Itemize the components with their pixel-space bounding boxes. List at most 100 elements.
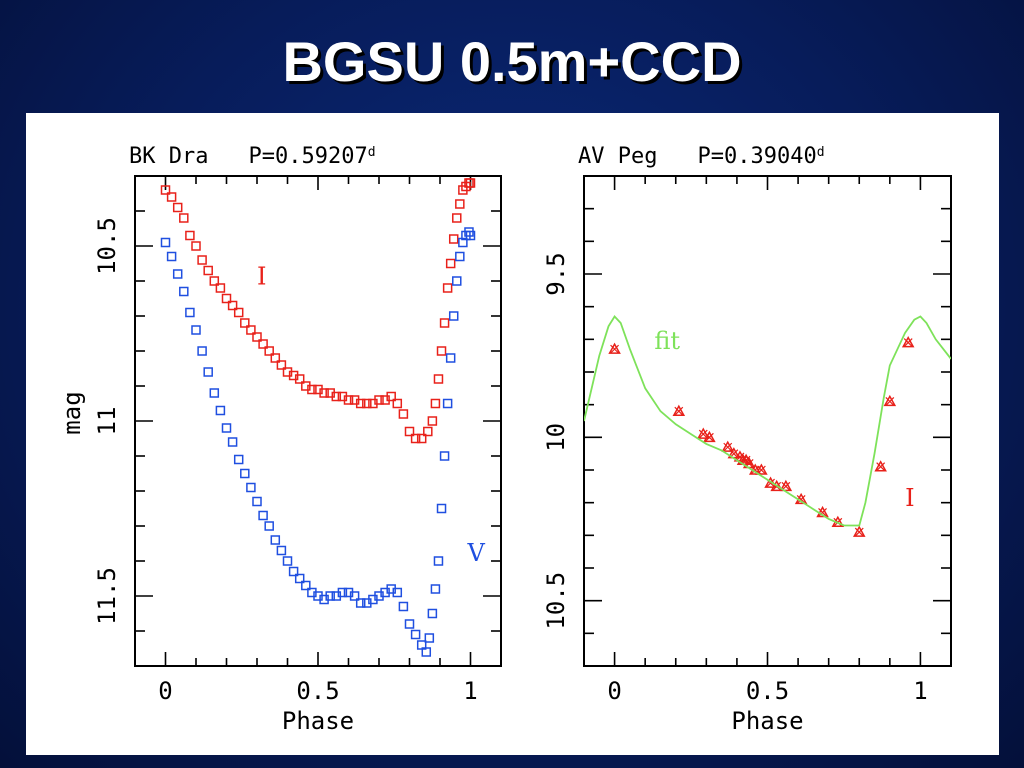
x-tick-label: 1 xyxy=(463,677,477,705)
data-point-i xyxy=(294,374,305,384)
data-point-i xyxy=(227,300,238,311)
data-point-i xyxy=(448,234,459,244)
data-point-v xyxy=(221,423,232,433)
data-point-i xyxy=(191,241,201,251)
data-point-v xyxy=(439,451,450,461)
data-point-v xyxy=(270,535,281,545)
data-point-i xyxy=(185,230,195,241)
data-point-cross xyxy=(854,527,864,537)
series-group xyxy=(160,178,476,657)
data-point-i xyxy=(233,307,244,318)
fit-line xyxy=(584,315,951,527)
data-point-i xyxy=(264,346,274,356)
data-point-i xyxy=(392,398,403,409)
data-point-triangle xyxy=(703,430,716,443)
data-point-v xyxy=(240,468,250,479)
x-tick-label: 0.5 xyxy=(296,677,339,705)
data-point-v xyxy=(264,521,274,531)
y-tick-label: 10.5 xyxy=(542,572,570,630)
data-point-i xyxy=(465,178,476,188)
data-point-v xyxy=(197,346,207,356)
data-point-v xyxy=(227,437,238,447)
x-tick-label: 0 xyxy=(158,677,172,705)
x-tick-label: 0 xyxy=(607,677,621,705)
data-point-triangle xyxy=(874,460,887,472)
data-point-i xyxy=(343,395,354,405)
data-point-i xyxy=(197,255,207,265)
data-point-cross xyxy=(674,406,684,416)
data-point-i xyxy=(423,426,433,437)
data-point-i xyxy=(240,318,250,328)
data-point-i xyxy=(398,409,409,419)
data-point-v xyxy=(410,629,421,640)
data-point-v xyxy=(233,454,244,465)
data-point-v xyxy=(349,591,360,601)
data-point-i xyxy=(209,276,220,286)
series-group xyxy=(584,315,951,537)
title-superscript: d xyxy=(368,145,376,160)
data-point-v xyxy=(465,230,476,241)
data-point-triangle xyxy=(672,404,686,416)
series-label-i: I xyxy=(257,263,266,291)
y-tick-label: 11 xyxy=(93,407,121,436)
data-point-v xyxy=(448,311,459,321)
plot-frame xyxy=(583,175,952,667)
data-point-i xyxy=(252,332,262,342)
data-point-i xyxy=(258,339,268,349)
x-axis-label: Phase xyxy=(282,707,354,735)
data-point-i xyxy=(172,202,183,213)
data-point-v xyxy=(258,510,268,521)
title-period: P=0.59207 xyxy=(248,144,367,169)
data-point-cross xyxy=(903,338,913,348)
data-point-i xyxy=(386,391,396,402)
title-star: AV Peg xyxy=(578,144,657,169)
data-point-i xyxy=(404,426,415,437)
data-point-v xyxy=(337,587,348,598)
data-point-triangle xyxy=(755,463,768,475)
data-point-cross xyxy=(756,465,766,475)
data-point-i xyxy=(452,213,462,223)
data-point-v xyxy=(325,591,335,601)
data-point-i xyxy=(355,398,366,409)
data-point-v xyxy=(185,307,195,318)
data-point-v xyxy=(252,496,262,507)
data-point-v xyxy=(215,405,226,416)
data-point-v xyxy=(421,647,432,657)
data-point-v xyxy=(452,276,462,286)
series-label-v: V xyxy=(466,539,485,567)
data-point-i xyxy=(166,192,177,202)
series-label-fit: fit xyxy=(654,327,680,355)
y-tick-label: 10.5 xyxy=(93,217,121,275)
data-point-v xyxy=(442,398,453,409)
data-point-v xyxy=(288,566,299,577)
data-point-cross xyxy=(876,462,886,472)
data-point-v xyxy=(166,251,177,262)
panel-title: AV Peg P=0.39040d xyxy=(578,144,825,169)
data-point-v xyxy=(392,587,403,598)
data-point-i xyxy=(276,360,287,370)
data-point-i xyxy=(179,213,189,223)
x-tick-label: 0.5 xyxy=(746,677,789,705)
data-point-i xyxy=(439,318,450,328)
data-point-i xyxy=(436,346,447,356)
data-point-triangle xyxy=(721,440,735,452)
data-point-v xyxy=(445,353,456,363)
data-point-cross xyxy=(610,344,620,354)
data-point-i xyxy=(410,433,421,444)
data-point-v xyxy=(276,545,287,556)
x-axis-label: Phase xyxy=(731,707,803,735)
data-point-v xyxy=(172,269,183,279)
data-point-v xyxy=(301,580,311,591)
data-point-i xyxy=(270,353,281,363)
data-point-i xyxy=(455,199,465,209)
chart-0: 0 0.5 1 10.5 11 11.5 Phase mag BK Dra P=0.59207d I… xyxy=(58,144,502,735)
data-point-v xyxy=(455,251,465,262)
data-point-triangle xyxy=(779,479,793,492)
title-superscript: d xyxy=(817,145,825,160)
x-tick-label: 1 xyxy=(913,677,927,705)
data-point-v xyxy=(398,601,409,612)
data-point-i xyxy=(221,293,232,304)
data-point-cross xyxy=(885,396,895,406)
data-point-v xyxy=(282,556,293,566)
data-point-i xyxy=(331,391,342,402)
